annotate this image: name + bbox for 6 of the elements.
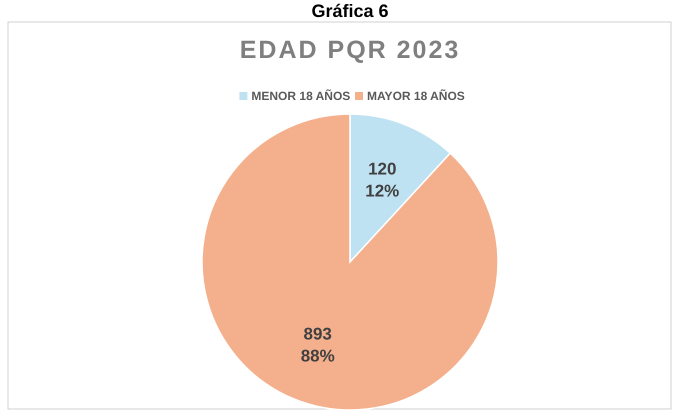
legend-label: MAYOR 18 AÑOS — [367, 89, 465, 103]
data-label: 893 88% — [300, 324, 335, 366]
legend-label: MENOR 18 AÑOS — [251, 89, 350, 103]
data-label: 120 12% — [365, 159, 400, 200]
text: Gráfica 6 — [311, 1, 389, 21]
chart-title: EDAD PQR 2023 — [240, 36, 460, 64]
